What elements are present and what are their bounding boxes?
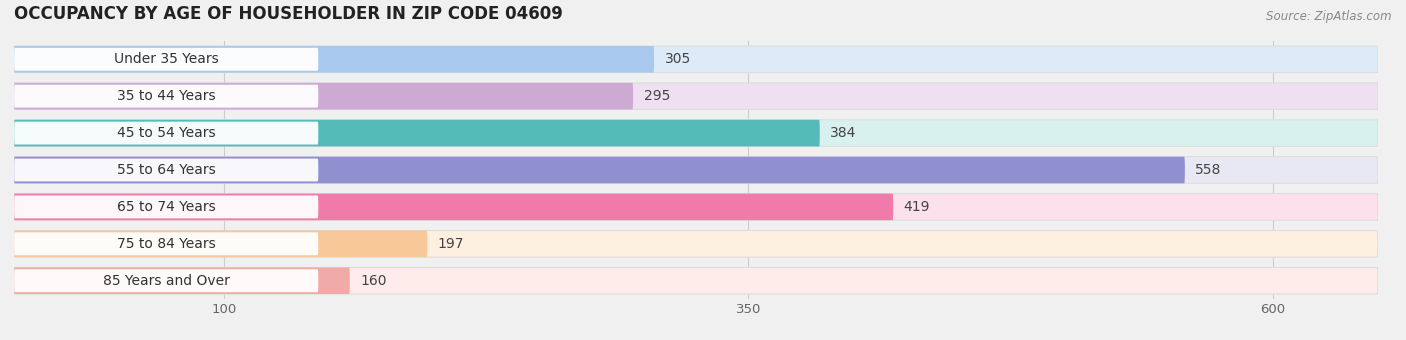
FancyBboxPatch shape [14,231,1378,257]
FancyBboxPatch shape [14,85,318,108]
Text: 160: 160 [360,274,387,288]
Text: 65 to 74 Years: 65 to 74 Years [117,200,215,214]
Text: 55 to 64 Years: 55 to 64 Years [117,163,215,177]
Text: 197: 197 [437,237,464,251]
Text: 558: 558 [1195,163,1222,177]
Text: Under 35 Years: Under 35 Years [114,52,218,66]
FancyBboxPatch shape [14,83,633,109]
FancyBboxPatch shape [14,157,1185,183]
Text: 295: 295 [644,89,669,103]
Text: 305: 305 [665,52,690,66]
FancyBboxPatch shape [14,48,318,71]
FancyBboxPatch shape [14,158,318,182]
Text: 75 to 84 Years: 75 to 84 Years [117,237,215,251]
Text: 384: 384 [831,126,856,140]
Text: Source: ZipAtlas.com: Source: ZipAtlas.com [1267,10,1392,23]
Text: 35 to 44 Years: 35 to 44 Years [117,89,215,103]
FancyBboxPatch shape [14,268,1378,294]
FancyBboxPatch shape [14,120,1378,147]
FancyBboxPatch shape [14,120,820,147]
FancyBboxPatch shape [14,157,1378,183]
FancyBboxPatch shape [14,268,350,294]
FancyBboxPatch shape [14,195,318,218]
FancyBboxPatch shape [14,83,1378,109]
Text: 85 Years and Over: 85 Years and Over [103,274,229,288]
FancyBboxPatch shape [14,232,318,255]
FancyBboxPatch shape [14,46,1378,72]
Text: 45 to 54 Years: 45 to 54 Years [117,126,215,140]
FancyBboxPatch shape [14,193,893,220]
FancyBboxPatch shape [14,46,654,72]
FancyBboxPatch shape [14,269,318,292]
Text: 419: 419 [904,200,931,214]
FancyBboxPatch shape [14,193,1378,220]
Text: OCCUPANCY BY AGE OF HOUSEHOLDER IN ZIP CODE 04609: OCCUPANCY BY AGE OF HOUSEHOLDER IN ZIP C… [14,5,562,23]
FancyBboxPatch shape [14,231,427,257]
FancyBboxPatch shape [14,122,318,144]
